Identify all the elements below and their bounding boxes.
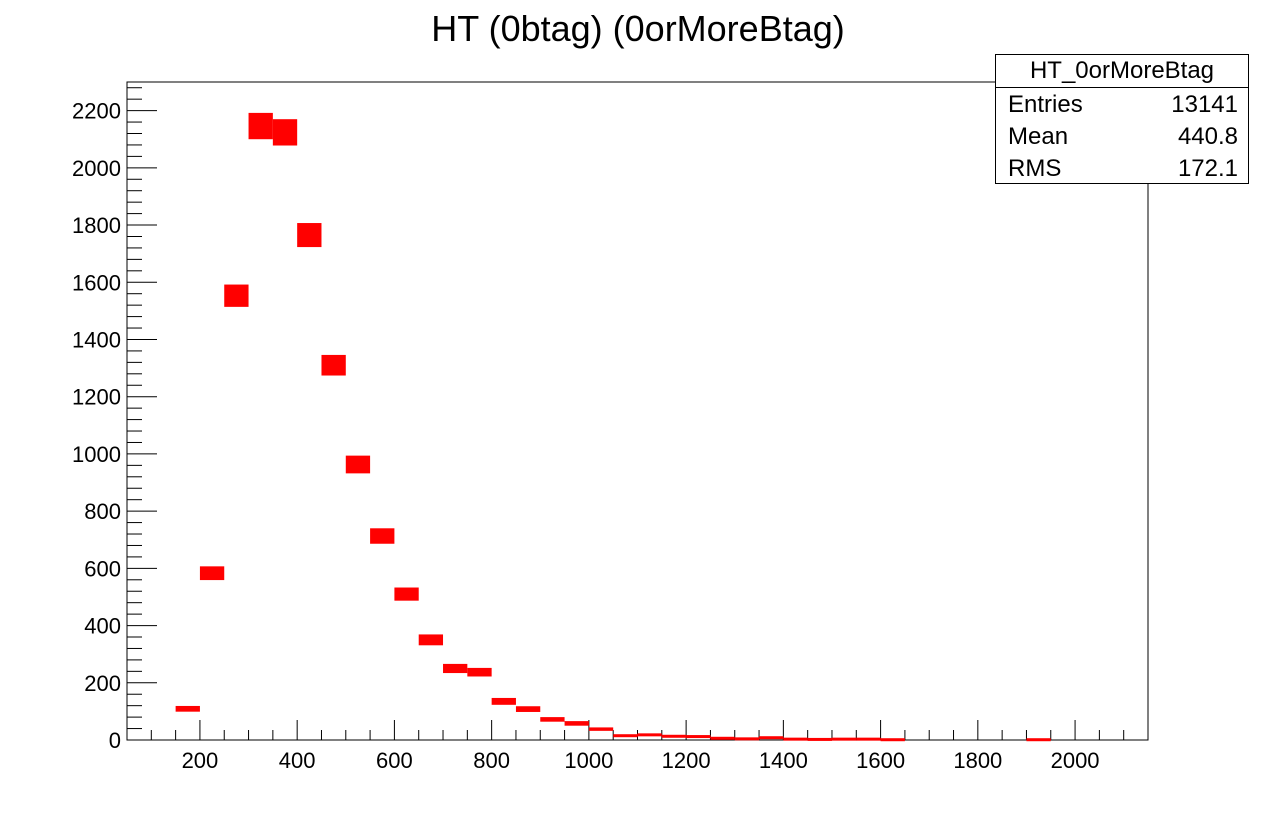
data-point (613, 734, 638, 738)
stats-value: 13141 (1171, 91, 1238, 118)
x-tick-label: 1800 (953, 748, 1002, 773)
data-point (199, 566, 225, 581)
y-tick-label: 0 (109, 728, 121, 753)
data-point (734, 737, 760, 741)
chart-title: HT (0btag) (0orMoreBtag) (431, 8, 845, 49)
stats-row-rms: RMS 172.1 (996, 152, 1248, 184)
y-tick-label: 200 (84, 671, 121, 696)
data-point (564, 721, 589, 726)
y-tick-label: 400 (84, 614, 121, 639)
stats-row-mean: Mean 440.8 (996, 120, 1248, 152)
stats-label: Entries (1008, 91, 1083, 118)
data-point (588, 727, 614, 731)
y-tick-label: 1800 (72, 213, 121, 238)
data-point (345, 455, 371, 474)
data-point (175, 705, 200, 712)
stats-label: Mean (1008, 123, 1069, 150)
x-tick-label: 1000 (564, 748, 613, 773)
data-point (710, 736, 735, 740)
x-tick-label: 200 (182, 748, 219, 773)
data-point (394, 587, 419, 601)
stats-box: HT_0orMoreBtag Entries 13141 Mean 440.8 … (995, 54, 1249, 184)
y-axis-tick-labels: 0 200 400 600 800 1000 1200 1400 1600 1800 2000 220… (72, 99, 121, 753)
data-points (175, 112, 1051, 742)
data-point (880, 738, 905, 742)
data-point (831, 737, 857, 741)
data-point (297, 223, 322, 248)
data-point (491, 697, 516, 705)
data-point (418, 634, 444, 646)
data-point (321, 354, 346, 376)
data-point (224, 284, 249, 307)
x-tick-label: 400 (279, 748, 316, 773)
data-point (807, 737, 832, 741)
data-point (686, 735, 711, 739)
y-tick-label: 1600 (72, 270, 121, 295)
x-tick-label: 1200 (662, 748, 711, 773)
y-tick-label: 1000 (72, 442, 121, 467)
y-tick-label: 1400 (72, 327, 121, 352)
stats-value: 172.1 (1177, 155, 1238, 182)
data-point (370, 528, 395, 544)
data-point (443, 663, 468, 674)
y-tick-label: 2200 (72, 99, 121, 124)
data-point (248, 112, 273, 140)
data-point (637, 733, 662, 737)
data-point (661, 734, 687, 738)
y-tick-label: 2000 (72, 156, 121, 181)
x-tick-label: 1400 (759, 748, 808, 773)
data-point (515, 706, 541, 712)
x-tick-label: 1600 (856, 748, 905, 773)
data-point (1026, 738, 1051, 742)
stats-label: RMS (1008, 155, 1062, 182)
y-axis-minor-ticks (127, 87, 157, 741)
data-point (272, 119, 298, 146)
data-point (856, 737, 881, 741)
stats-value: 440.8 (1177, 123, 1238, 150)
data-point (783, 737, 808, 741)
x-tick-label: 2000 (1051, 748, 1100, 773)
y-tick-label: 600 (84, 556, 121, 581)
stats-title: HT_0orMoreBtag (996, 55, 1248, 88)
stats-row-entries: Entries 13141 (996, 88, 1248, 120)
data-point (759, 736, 784, 740)
data-point (540, 717, 565, 722)
x-axis-tick-labels: 200 400 600 800 1000 1200 1400 1600 1800 2000 (182, 748, 1100, 773)
x-tick-label: 800 (473, 748, 510, 773)
x-tick-label: 600 (376, 748, 413, 773)
y-tick-label: 800 (84, 499, 121, 524)
y-tick-label: 1200 (72, 385, 121, 410)
data-point (467, 667, 492, 677)
